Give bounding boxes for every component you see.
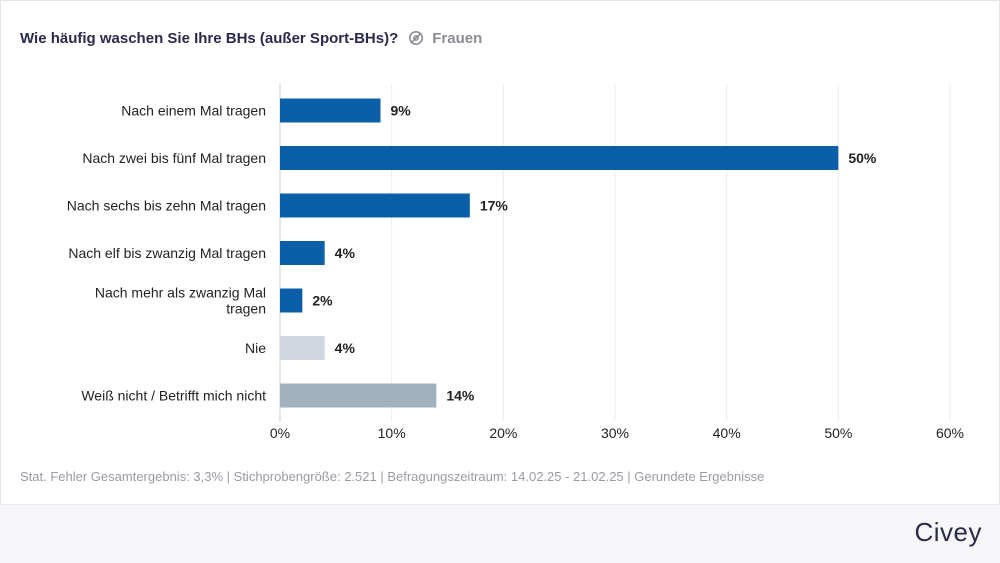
x-tick-label-50: 50% [824,425,852,441]
category-label-line: Nie [245,340,266,356]
bar-4 [280,288,303,313]
bar-0 [280,98,381,123]
value-label-4: 2% [312,293,333,309]
chart-title: Wie häufig waschen Sie Ihre BHs (außer S… [20,29,399,47]
filter-label: Frauen [432,29,483,47]
category-label-line: Nach zwei bis fünf Mal tragen [82,150,266,166]
category-label-3: Nach elf bis zwanzig Mal tragen [68,245,266,261]
category-label-2: Nach sechs bis zehn Mal tragen [67,198,266,214]
footer-note: Stat. Fehler Gesamtergebnis: 3,3% | Stic… [20,469,765,484]
x-tick-label-0: 0% [270,425,290,441]
value-label-6: 14% [446,388,475,404]
category-label-1: Nach zwei bis fünf Mal tragen [82,150,266,166]
value-label-2: 17% [480,198,509,214]
x-tick-label-60: 60% [936,425,964,441]
filter-icon [409,31,424,45]
category-label-5: Nie [245,340,266,356]
category-label-line: tragen [226,301,266,317]
value-label-5: 4% [335,340,356,356]
bar-5 [280,336,325,360]
chart-header: Wie häufig waschen Sie Ihre BHs (außer S… [20,28,482,48]
value-label-3: 4% [335,245,356,261]
value-label-0: 9% [391,103,412,119]
bar-2 [280,193,470,218]
category-label-line: Nach einem Mal tragen [121,103,266,119]
value-label-1: 50% [848,150,877,166]
category-label-4: Nach mehr als zwanzig Mal tragen [95,285,266,317]
category-label-line: Nach mehr als zwanzig Mal [95,285,266,301]
bottom-bar: Civey [0,504,1000,563]
x-tick-label-40: 40% [713,425,741,441]
category-label-6: Weiß nicht / Betrifft mich nicht [81,388,266,404]
bar-chart: 0% 10% 20% 30% 40% 50% 60% Nach einem Mal trage… [67,84,964,441]
x-tick-label-20: 20% [489,425,517,441]
category-label-line: Weiß nicht / Betrifft mich nicht [81,388,266,404]
brand-logo: Civey [914,517,982,547]
category-label-0: Nach einem Mal tragen [121,103,266,119]
x-tick-label-10: 10% [378,425,406,441]
chart-card [0,0,1000,505]
x-tick-label-30: 30% [601,425,629,441]
bar-1 [280,146,839,170]
category-label-line: Nach elf bis zwanzig Mal tragen [68,245,266,261]
category-label-line: Nach sechs bis zehn Mal tragen [67,198,266,214]
bar-6 [280,383,437,408]
bar-3 [280,241,325,265]
filter-badge[interactable]: Frauen [408,30,482,47]
